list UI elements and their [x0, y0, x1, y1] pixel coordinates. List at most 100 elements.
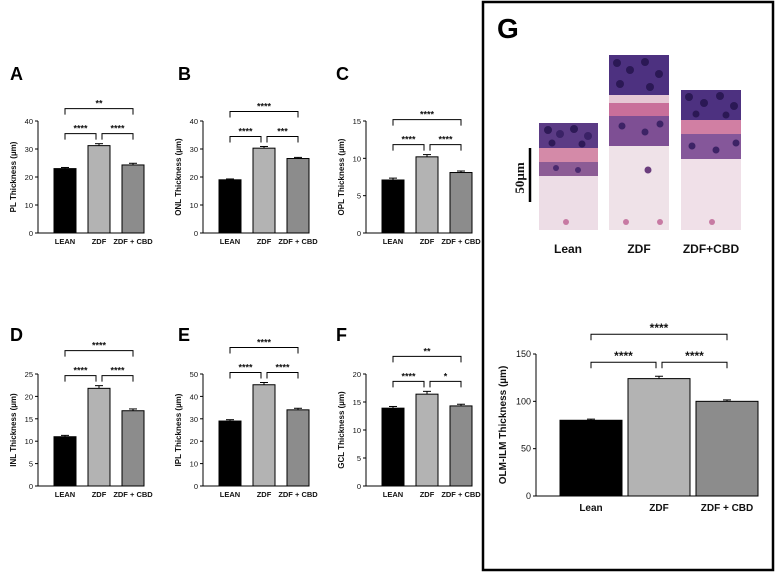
category-label: ZDF	[92, 490, 107, 499]
category-label: ZDF + CBD	[441, 490, 481, 499]
y-tick-label: 0	[29, 482, 33, 491]
significance-label: *	[444, 371, 448, 381]
bar	[218, 420, 242, 487]
significance-bracket	[661, 361, 728, 369]
bar	[87, 387, 111, 487]
significance-bracket	[392, 380, 425, 388]
significance-bracket	[64, 350, 134, 357]
significance-label: ****	[73, 124, 88, 134]
significance-label: ****	[92, 341, 107, 351]
significance-bracket	[101, 375, 134, 382]
y-tick-label: 10	[353, 426, 361, 435]
y-tick-label: 40	[25, 117, 33, 126]
y-tick-label: 0	[357, 482, 361, 491]
y-tick-label: 0	[357, 229, 361, 238]
category-label: ZDF	[649, 503, 668, 514]
image-label-zdf-cbd: ZDF+CBD	[683, 242, 740, 256]
significance-bracket	[590, 361, 657, 369]
y-tick-label: 10	[353, 154, 361, 163]
significance-bracket	[590, 333, 728, 341]
category-label: LEAN	[383, 490, 403, 499]
category-label: ZDF	[257, 490, 272, 499]
y-tick-label: 15	[25, 415, 33, 424]
panel-letter-b: B	[178, 64, 191, 84]
significance-bracket	[101, 133, 134, 140]
bar	[218, 179, 242, 234]
chart-pl-thickness: 0 10 20 30 40 PL Thickness (µm) LEAN ZDF ZDF + C…	[9, 99, 153, 246]
significance-bracket	[266, 372, 299, 379]
y-tick-label: 15	[353, 117, 361, 126]
category-label: ZDF	[420, 237, 435, 246]
chart-inl-thickness: 0 5 10 15 20 25 INL Thickness (µm) LEAN ZDF ZDF +…	[9, 341, 153, 499]
chart-ipl-thickness: 0 10 20 30 40 50 IPL Thickness (µm) LEAN ZDF ZDF …	[174, 338, 318, 499]
y-tick-label: 10	[25, 201, 33, 210]
significance-label: ****	[73, 366, 88, 376]
category-label: ZDF + CBD	[278, 237, 318, 246]
y-axis-label: PL Thickness (µm)	[9, 141, 18, 212]
y-axis-label: OPL Thickness (µm)	[337, 138, 346, 215]
category-label: LEAN	[220, 490, 240, 499]
bar	[286, 158, 310, 234]
category-label: ZDF + CBD	[113, 490, 153, 499]
image-label-lean: Lean	[554, 242, 582, 256]
y-tick-label: 20	[25, 392, 33, 401]
bar	[415, 393, 439, 487]
significance-bracket	[229, 135, 262, 143]
y-tick-label: 20	[190, 437, 198, 446]
scale-bar-label: 50µm	[512, 162, 527, 193]
y-tick-label: 5	[357, 454, 361, 463]
chart-onl-thickness: 0 10 20 30 40 ONL Thickness (µm) LEAN ZDF ZDF + …	[174, 101, 318, 246]
significance-label: ****	[238, 126, 253, 136]
panel-letter-e: E	[178, 325, 190, 345]
category-label: LEAN	[55, 237, 75, 246]
significance-bracket	[64, 133, 97, 140]
significance-bracket	[429, 380, 462, 388]
bar	[286, 409, 310, 487]
chart-opl-thickness: 0 5 10 15 OPL Thickness (µm) LEAN ZDF ZDF + CBD…	[337, 110, 481, 246]
y-tick-label: 20	[353, 370, 361, 379]
panel-letter-c: C	[336, 64, 349, 84]
bar	[87, 145, 111, 234]
y-tick-label: 30	[25, 145, 33, 154]
significance-bracket	[392, 355, 462, 363]
y-tick-label: 0	[194, 482, 198, 491]
significance-label: ****	[257, 338, 272, 348]
significance-bracket	[64, 108, 134, 115]
category-label: ZDF	[420, 490, 435, 499]
y-axis-label: INL Thickness (µm)	[9, 393, 18, 467]
y-tick-label: 20	[190, 173, 198, 182]
significance-bracket	[266, 135, 299, 143]
category-label: Lean	[579, 503, 602, 514]
category-label: ZDF + CBD	[113, 237, 153, 246]
significance-label: ****	[685, 349, 704, 363]
y-tick-label: 10	[25, 437, 33, 446]
significance-label: ****	[257, 101, 272, 111]
y-axis-label: IPL Thickness (µm)	[174, 393, 183, 466]
bar	[695, 400, 759, 497]
bar	[415, 156, 439, 234]
y-tick-label: 40	[190, 392, 198, 401]
significance-bracket	[392, 119, 462, 126]
micrograph-lean	[539, 123, 598, 230]
category-label: ZDF + CBD	[441, 237, 481, 246]
y-axis-label: OLM-ILM Thickness (µm)	[498, 366, 509, 485]
panel-g-frame	[481, 0, 775, 572]
category-label: ZDF + CBD	[701, 503, 754, 514]
y-tick-label: 20	[25, 173, 33, 182]
bar	[559, 419, 623, 497]
y-tick-label: 50	[521, 444, 531, 454]
y-tick-label: 0	[29, 229, 33, 238]
y-tick-label: 30	[190, 415, 198, 424]
significance-label: ****	[275, 363, 290, 373]
panel-letter-a: A	[10, 64, 23, 84]
significance-bracket	[229, 347, 299, 354]
significance-label: ****	[650, 321, 669, 335]
significance-label: ****	[614, 349, 633, 363]
micrograph-zdf	[609, 55, 669, 230]
significance-label: ****	[420, 110, 435, 120]
y-tick-label: 0	[194, 229, 198, 238]
category-label: LEAN	[220, 237, 240, 246]
image-label-zdf: ZDF	[627, 242, 650, 256]
y-tick-label: 10	[190, 201, 198, 210]
